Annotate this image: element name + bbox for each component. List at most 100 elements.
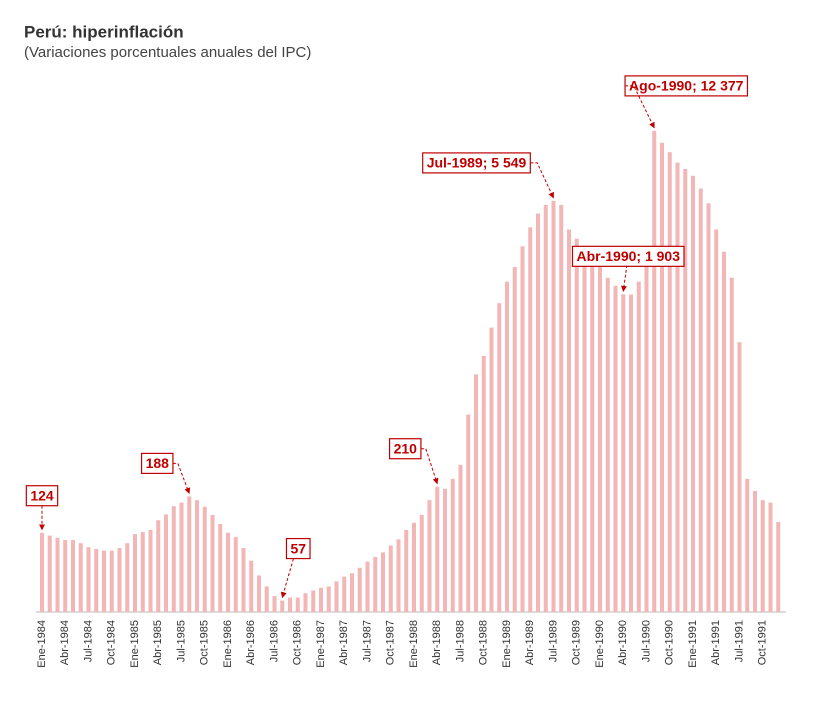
bar <box>776 522 781 612</box>
bar <box>520 246 525 612</box>
bar <box>660 142 664 612</box>
bar <box>435 486 440 612</box>
bar <box>698 188 703 613</box>
bar <box>102 550 106 612</box>
bar <box>334 581 339 612</box>
annotation: Abr-1990; 1 903 <box>571 245 685 267</box>
bar <box>605 277 610 612</box>
bar <box>94 548 99 612</box>
bar <box>288 597 292 612</box>
data-label: 124 <box>30 487 54 503</box>
x-tick-label: Jul-1989 <box>547 620 559 662</box>
bar <box>249 560 254 612</box>
bar <box>257 575 261 612</box>
bar <box>148 529 153 612</box>
bar <box>536 213 540 612</box>
x-tick-label: Oct-1991 <box>757 620 769 665</box>
annotation: Jul-1989; 5 549 <box>422 152 531 174</box>
bar <box>590 260 595 612</box>
bar <box>443 488 447 612</box>
bar <box>187 496 192 612</box>
bar <box>241 548 246 612</box>
x-tick-label: Abr-1987 <box>338 620 350 665</box>
bar <box>667 152 672 612</box>
bar <box>466 414 471 612</box>
bar <box>551 200 556 612</box>
bar <box>109 550 114 612</box>
x-tick-label: Oct-1988 <box>478 620 490 665</box>
annotation: 210 <box>388 438 422 460</box>
x-tick-label: Jul-1986 <box>268 620 280 662</box>
bar <box>737 342 742 612</box>
bar <box>729 277 734 612</box>
bar <box>621 294 626 612</box>
bar <box>450 478 455 612</box>
bar <box>373 556 378 612</box>
bar <box>419 514 424 612</box>
bar <box>179 502 184 612</box>
bar <box>474 374 478 612</box>
data-label: 188 <box>146 455 170 471</box>
x-tick-label: Jul-1987 <box>361 620 373 662</box>
bar <box>675 162 680 613</box>
bar <box>481 355 486 612</box>
bar <box>753 490 757 612</box>
annotation-arrow <box>420 448 439 485</box>
x-tick-label: Jul-1991 <box>733 620 745 662</box>
chart-title: Perú: hiperinflación <box>24 22 184 41</box>
bar <box>125 543 130 612</box>
bar <box>233 537 238 612</box>
bar <box>691 175 695 612</box>
bar <box>171 506 176 612</box>
bar <box>652 130 657 613</box>
bar <box>140 532 145 612</box>
bar <box>388 545 393 612</box>
x-tick-label: Ene-1987 <box>315 620 327 668</box>
bar <box>133 534 137 612</box>
x-tick-label: Ene-1986 <box>222 620 234 668</box>
x-tick-label: Ene-1985 <box>129 620 141 668</box>
bar <box>644 254 649 613</box>
x-tick-label: Oct-1986 <box>292 620 304 665</box>
bar <box>768 502 773 612</box>
bar <box>78 543 83 612</box>
bar <box>326 586 331 612</box>
x-tick-label: Abr-1984 <box>59 620 71 665</box>
bar <box>582 254 587 613</box>
data-label: 57 <box>290 540 306 556</box>
bar <box>427 500 432 612</box>
bar <box>218 524 223 612</box>
bar <box>164 514 168 612</box>
annotation-arrow <box>625 85 655 129</box>
x-tick-label: Abr-1986 <box>245 620 257 665</box>
bar <box>350 573 354 612</box>
annotation-arrow <box>280 558 299 599</box>
x-tick-label: Oct-1985 <box>199 620 211 665</box>
bar <box>86 547 91 612</box>
bar <box>412 522 416 612</box>
bar <box>505 281 509 612</box>
bar <box>295 597 300 612</box>
chart-subtitle: (Variaciones porcentuales anuales del IP… <box>24 44 311 61</box>
x-tick-label: Ene-1991 <box>687 620 699 668</box>
bar <box>55 537 60 612</box>
bar <box>40 532 44 612</box>
bar <box>760 500 765 612</box>
annotation: Ago-1990; 12 377 <box>624 75 749 97</box>
bar <box>311 590 316 612</box>
bar <box>226 532 230 612</box>
x-tick-label: Abr-1990 <box>617 620 629 665</box>
bar <box>543 204 548 612</box>
bar <box>63 540 68 612</box>
x-tick-label: Jul-1988 <box>454 620 466 662</box>
bar <box>396 539 401 612</box>
data-label: Abr-1990; 1 903 <box>576 248 680 264</box>
bar <box>636 281 641 612</box>
bar <box>404 529 409 612</box>
x-tick-label: Ene-1988 <box>408 620 420 668</box>
bar <box>574 238 579 612</box>
x-tick-label: Abr-1989 <box>524 620 536 665</box>
x-tick-label: Abr-1988 <box>431 620 443 665</box>
bar <box>745 478 750 612</box>
